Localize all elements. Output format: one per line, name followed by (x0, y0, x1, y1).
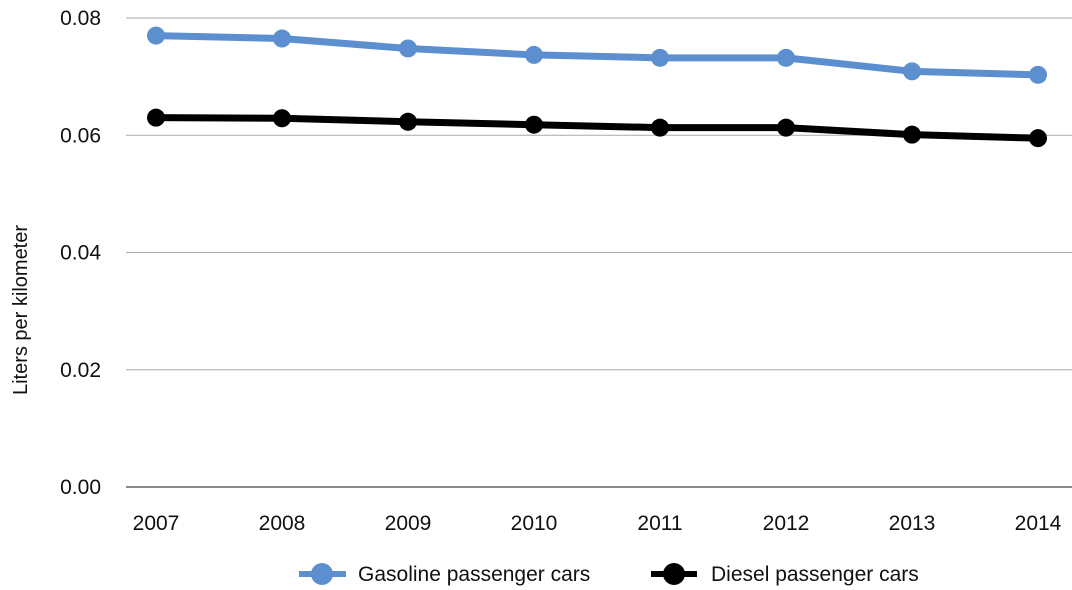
x-tick-label: 2012 (763, 512, 810, 535)
y-tick-label: 0.00 (60, 476, 101, 499)
data-point (273, 29, 291, 48)
y-tick-labels: 0.00 0.02 0.04 0.06 0.08 (60, 7, 101, 499)
x-tick-label: 2007 (133, 512, 180, 535)
legend-swatch-marker (311, 563, 333, 585)
data-point (147, 26, 165, 45)
data-point (777, 48, 795, 67)
data-point (903, 62, 921, 81)
x-tick-label: 2011 (637, 512, 682, 535)
y-tick-label: 0.02 (60, 359, 101, 382)
legend-item-diesel: Diesel passenger cars (651, 563, 919, 586)
y-tick-label: 0.08 (60, 7, 101, 30)
series-line (152, 114, 1042, 142)
series-line (152, 32, 1042, 79)
data-point (1029, 65, 1047, 84)
legend-label: Gasoline passenger cars (358, 563, 590, 586)
x-tick-label: 2013 (889, 512, 936, 535)
x-tick-label: 2009 (385, 512, 432, 535)
data-point (525, 115, 543, 134)
gridlines (126, 17, 1072, 488)
x-tick-label: 2014 (1015, 512, 1062, 535)
y-tick-label: 0.04 (60, 242, 101, 265)
data-point (1029, 129, 1047, 148)
legend-label: Diesel passenger cars (711, 563, 919, 586)
x-tick-labels: 2007 2008 2009 2010 2011 2012 2013 2014 (133, 512, 1062, 535)
data-point (651, 118, 669, 137)
data-point (399, 39, 417, 58)
data-point (903, 125, 921, 144)
series-lines (147, 26, 1047, 148)
y-axis-title: Liters per kilometer (10, 225, 32, 395)
series-gasoline (147, 26, 1047, 84)
x-tick-label: 2010 (511, 512, 558, 535)
y-tick-label: 0.06 (60, 124, 101, 147)
data-point (651, 48, 669, 67)
data-point (147, 108, 165, 127)
data-point (777, 118, 795, 137)
data-point (525, 45, 543, 64)
legend: Gasoline passenger cars Diesel passenger … (299, 563, 919, 586)
data-point (399, 112, 417, 131)
series-diesel (147, 108, 1047, 148)
data-point (273, 109, 291, 128)
legend-swatch-marker (663, 563, 685, 585)
x-tick-label: 2008 (259, 512, 306, 535)
legend-item-gasoline: Gasoline passenger cars (299, 563, 590, 586)
